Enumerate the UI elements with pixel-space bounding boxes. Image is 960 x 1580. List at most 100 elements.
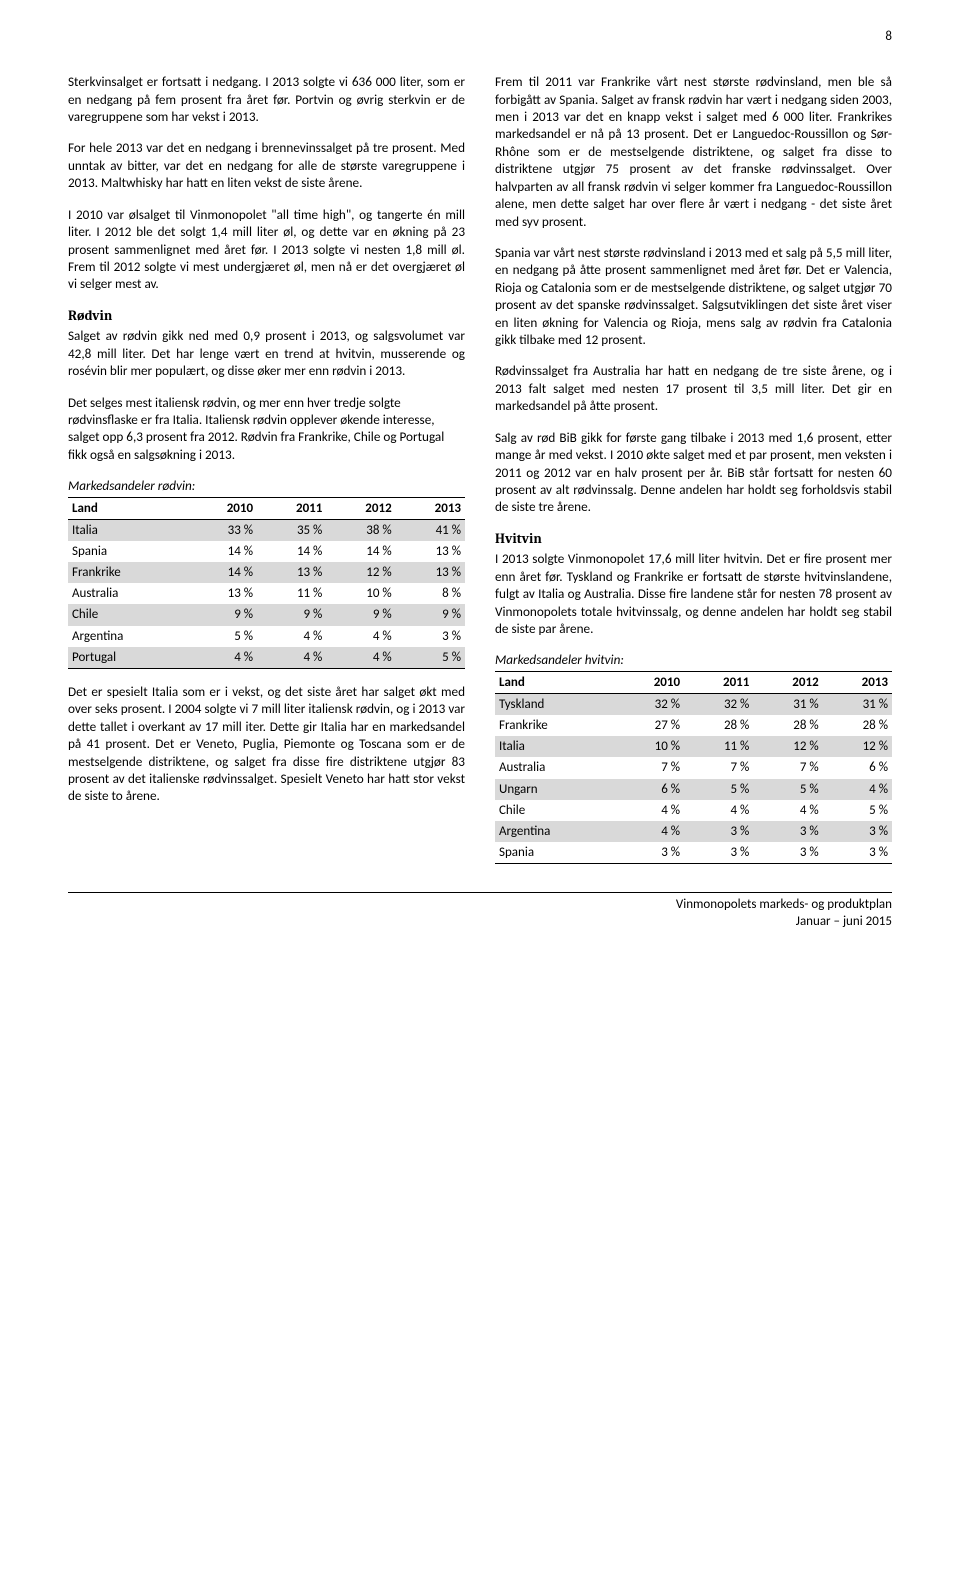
table-cell: Chile xyxy=(68,604,188,625)
table-cell: 9 % xyxy=(396,604,465,625)
table-cell: 10 % xyxy=(326,583,395,604)
table-cell: 6 % xyxy=(823,757,892,778)
table-cell: 9 % xyxy=(188,604,257,625)
table-cell: 4 % xyxy=(823,779,892,800)
table-cell: 13 % xyxy=(188,583,257,604)
table-cell: Spania xyxy=(495,842,615,864)
table-cell: 5 % xyxy=(188,626,257,647)
table-cell: Spania xyxy=(68,541,188,562)
table-row: Italia33 %35 %38 %41 % xyxy=(68,519,465,541)
table-cell: 11 % xyxy=(684,736,753,757)
table-cell: 5 % xyxy=(753,779,822,800)
table-cell: 28 % xyxy=(823,715,892,736)
page-number: 8 xyxy=(68,28,892,45)
table-cell: 4 % xyxy=(326,626,395,647)
table-cell: 33 % xyxy=(188,519,257,541)
table-cell: Chile xyxy=(495,800,615,821)
table-cell: Italia xyxy=(68,519,188,541)
table-cell: 12 % xyxy=(753,736,822,757)
table-row: Argentina4 %3 %3 %3 % xyxy=(495,821,892,842)
table-cell: Portugal xyxy=(68,647,188,669)
body-paragraph: Spania var vårt nest største rødvinsland… xyxy=(495,244,892,349)
table-header-cell: 2013 xyxy=(823,671,892,693)
table-cell: Ungarn xyxy=(495,779,615,800)
table-row: Chile9 %9 %9 %9 % xyxy=(68,604,465,625)
body-paragraph: I 2013 solgte Vinmonopolet 17,6 mill lit… xyxy=(495,550,892,637)
table-cell: 31 % xyxy=(753,694,822,716)
body-paragraph: For hele 2013 var det en nedgang i brenn… xyxy=(68,139,465,191)
table-header-cell: Land xyxy=(68,497,188,519)
table-cell: 27 % xyxy=(615,715,684,736)
table-row: Chile4 %4 %4 %5 % xyxy=(495,800,892,821)
table-header-cell: 2012 xyxy=(326,497,395,519)
table-cell: 31 % xyxy=(823,694,892,716)
table-cell: 13 % xyxy=(396,562,465,583)
table-cell: 12 % xyxy=(326,562,395,583)
table-header-cell: 2012 xyxy=(753,671,822,693)
table-cell: Argentina xyxy=(68,626,188,647)
table-cell: 4 % xyxy=(684,800,753,821)
table-caption: Markedsandeler rødvin: xyxy=(68,477,465,494)
table-cell: 8 % xyxy=(396,583,465,604)
footer-line: Vinmonopolets markeds- og produktplan xyxy=(68,897,892,914)
table-cell: 3 % xyxy=(823,821,892,842)
left-column: Sterkvinsalget er fortsatt i nedgang. I … xyxy=(68,73,465,878)
table-hvitvin-markedsandeler: Land2010201120122013 Tyskland32 %32 %31 … xyxy=(495,671,892,864)
table-row: Australia7 %7 %7 %6 % xyxy=(495,757,892,778)
table-cell: 12 % xyxy=(823,736,892,757)
body-paragraph: I 2010 var ølsalget til Vinmonopolet "al… xyxy=(68,206,465,293)
table-row: Ungarn6 %5 %5 %4 % xyxy=(495,779,892,800)
table-cell: 28 % xyxy=(684,715,753,736)
two-column-layout: Sterkvinsalget er fortsatt i nedgang. I … xyxy=(68,73,892,878)
table-cell: 4 % xyxy=(753,800,822,821)
table-cell: 4 % xyxy=(188,647,257,669)
table-cell: 13 % xyxy=(257,562,326,583)
table-header-cell: 2013 xyxy=(396,497,465,519)
table-cell: 11 % xyxy=(257,583,326,604)
table-cell: 3 % xyxy=(823,842,892,864)
table-cell: 14 % xyxy=(188,541,257,562)
table-cell: 9 % xyxy=(326,604,395,625)
body-paragraph: Rødvinssalget fra Australia har hatt en … xyxy=(495,362,892,414)
table-cell: 3 % xyxy=(684,842,753,864)
table-cell: 4 % xyxy=(615,800,684,821)
table-cell: Italia xyxy=(495,736,615,757)
body-paragraph: Salg av rød BiB gikk for første gang til… xyxy=(495,429,892,516)
table-cell: 3 % xyxy=(615,842,684,864)
heading-rodvin: Rødvin xyxy=(68,307,465,325)
table-cell: 38 % xyxy=(326,519,395,541)
table-row: Spania14 %14 %14 %13 % xyxy=(68,541,465,562)
body-paragraph: Det selges mest italiensk rødvin, og mer… xyxy=(68,394,465,464)
table-cell: 32 % xyxy=(615,694,684,716)
table-cell: 35 % xyxy=(257,519,326,541)
table-caption: Markedsandeler hvitvin: xyxy=(495,651,892,668)
table-cell: Tyskland xyxy=(495,694,615,716)
table-cell: 5 % xyxy=(684,779,753,800)
table-cell: 32 % xyxy=(684,694,753,716)
table-cell: 14 % xyxy=(326,541,395,562)
table-cell: 3 % xyxy=(396,626,465,647)
table-cell: 7 % xyxy=(684,757,753,778)
body-paragraph: Frem til 2011 var Frankrike vårt nest st… xyxy=(495,73,892,230)
table-cell: Australia xyxy=(495,757,615,778)
table-cell: 4 % xyxy=(257,647,326,669)
body-paragraph: Det er spesielt Italia som er i vekst, o… xyxy=(68,683,465,805)
table-cell: 14 % xyxy=(188,562,257,583)
table-header-cell: 2011 xyxy=(684,671,753,693)
table-cell: 3 % xyxy=(753,821,822,842)
table-cell: Argentina xyxy=(495,821,615,842)
right-column: Frem til 2011 var Frankrike vårt nest st… xyxy=(495,73,892,878)
table-header-cell: 2010 xyxy=(188,497,257,519)
table-row: Tyskland32 %32 %31 %31 % xyxy=(495,694,892,716)
table-cell: 5 % xyxy=(396,647,465,669)
table-cell: 41 % xyxy=(396,519,465,541)
table-cell: Frankrike xyxy=(495,715,615,736)
table-row: Spania3 %3 %3 %3 % xyxy=(495,842,892,864)
table-cell: 13 % xyxy=(396,541,465,562)
table-row: Frankrike27 %28 %28 %28 % xyxy=(495,715,892,736)
table-header-cell: 2011 xyxy=(257,497,326,519)
table-cell: 10 % xyxy=(615,736,684,757)
table-row: Frankrike14 %13 %12 %13 % xyxy=(68,562,465,583)
table-cell: 5 % xyxy=(823,800,892,821)
footer-line: Januar – juni 2015 xyxy=(68,914,892,931)
